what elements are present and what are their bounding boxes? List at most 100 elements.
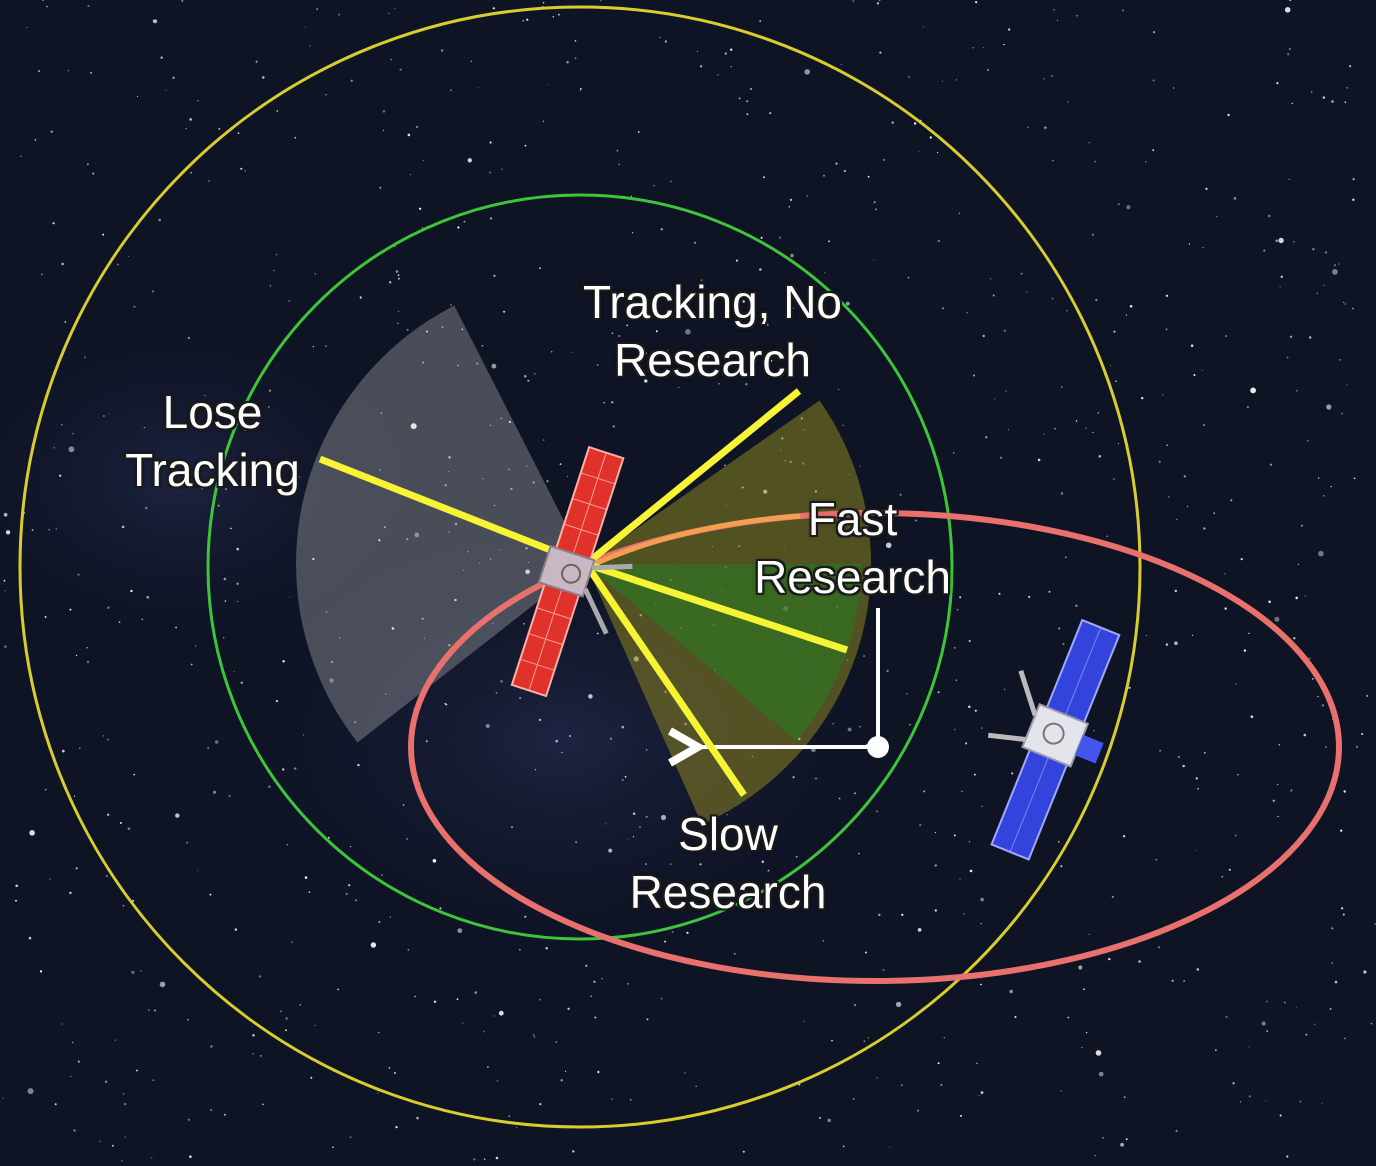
star: [1366, 694, 1369, 698]
star: [146, 595, 150, 599]
star: [1193, 374, 1196, 376]
star: [5, 530, 11, 535]
star: [1312, 248, 1315, 251]
star: [978, 1095, 980, 1097]
star: [1098, 1071, 1104, 1077]
star: [1051, 297, 1054, 300]
star: [456, 998, 459, 1000]
star: [1352, 178, 1355, 181]
star: [510, 487, 513, 490]
star: [864, 951, 867, 954]
star: [1266, 1030, 1268, 1032]
star: [1266, 1000, 1268, 1003]
star: [422, 227, 424, 229]
star: [545, 947, 548, 950]
star: [524, 144, 527, 147]
star: [49, 878, 51, 880]
star: [1202, 246, 1204, 249]
star: [1265, 1100, 1267, 1102]
pointer-tracking-no-research: [583, 388, 802, 567]
star: [209, 893, 212, 896]
star: [741, 315, 744, 318]
star: [1020, 272, 1023, 275]
star: [1352, 198, 1355, 201]
star: [1108, 957, 1111, 961]
star: [476, 362, 479, 365]
label-slow-research: Slow Research: [608, 805, 848, 921]
star: [859, 465, 861, 467]
star: [1165, 328, 1168, 331]
star: [909, 723, 911, 726]
star: [1261, 1021, 1266, 1026]
star: [422, 159, 425, 162]
star: [766, 323, 769, 326]
star: [1297, 563, 1299, 566]
star: [943, 1037, 945, 1039]
star: [746, 100, 749, 103]
star: [370, 942, 377, 948]
star: [1203, 751, 1206, 754]
star: [122, 905, 125, 907]
star: [434, 1000, 437, 1003]
star: [382, 129, 384, 131]
star: [574, 57, 577, 60]
star: [735, 259, 739, 262]
star: [523, 623, 525, 625]
star: [152, 1079, 155, 1082]
star: [1048, 590, 1051, 593]
star: [240, 167, 243, 170]
star: [1321, 1102, 1323, 1104]
star: [414, 995, 416, 998]
star: [26, 26, 28, 28]
star: [503, 310, 506, 313]
star: [1299, 1100, 1302, 1103]
star: [1243, 649, 1247, 652]
star: [804, 69, 810, 75]
star: [108, 413, 110, 415]
star: [406, 538, 409, 541]
star: [357, 763, 360, 767]
star: [175, 626, 178, 629]
star: [463, 569, 465, 572]
star: [524, 915, 527, 918]
star: [398, 277, 400, 280]
star: [759, 20, 762, 22]
star: [1341, 413, 1343, 415]
star: [532, 481, 535, 484]
star: [959, 878, 961, 880]
star: [1286, 356, 1289, 359]
star: [1078, 965, 1083, 970]
star: [621, 778, 624, 782]
star: [495, 692, 498, 694]
star: [1141, 396, 1144, 400]
label-tracking-no-research-line2: Research: [614, 334, 811, 386]
star: [872, 581, 875, 584]
star: [789, 198, 793, 201]
star: [312, 557, 315, 561]
star: [397, 322, 399, 324]
star: [895, 1001, 902, 1008]
star: [779, 236, 782, 239]
star: [172, 76, 175, 79]
star: [406, 837, 409, 840]
star: [900, 1084, 903, 1087]
star: [585, 964, 588, 967]
star: [1066, 529, 1068, 531]
star: [1304, 595, 1306, 597]
star: [1060, 1090, 1062, 1092]
star: [899, 493, 902, 496]
star: [908, 76, 910, 78]
star: [1338, 263, 1340, 265]
star: [508, 468, 510, 471]
star: [1195, 849, 1197, 851]
star: [87, 4, 90, 8]
star: [1295, 596, 1298, 600]
star: [1122, 9, 1124, 12]
star: [214, 740, 219, 744]
star: [234, 928, 238, 931]
star: [1230, 499, 1233, 502]
star: [630, 195, 633, 197]
star: [414, 532, 420, 538]
star: [646, 1018, 649, 1021]
star: [294, 767, 297, 770]
